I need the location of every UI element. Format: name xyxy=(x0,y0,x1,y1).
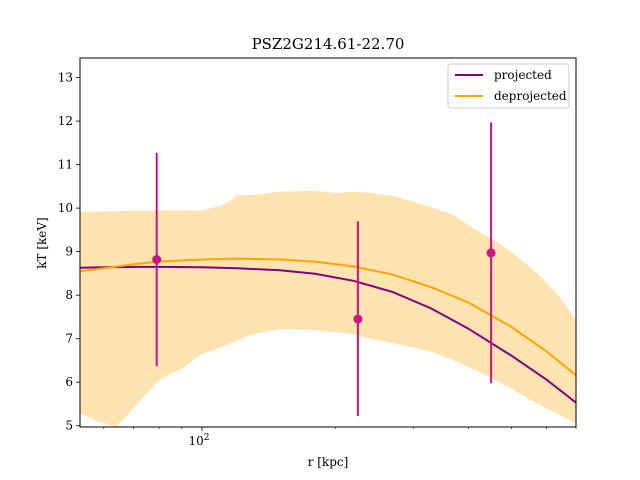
y-tick-label: 13 xyxy=(58,71,73,85)
y-tick-label: 7 xyxy=(65,332,73,346)
data-point xyxy=(152,255,162,264)
deprojected-series-line xyxy=(80,257,576,376)
y-tick-label: 6 xyxy=(65,375,73,389)
y-tick-label: 9 xyxy=(65,245,73,259)
axes-frame xyxy=(79,57,577,428)
y-tick-label: 12 xyxy=(58,114,73,128)
y-tick-label: 5 xyxy=(65,419,73,433)
x-axis-label: r [kpc] xyxy=(308,455,349,469)
data-point xyxy=(353,314,363,324)
legend: projected deprojected xyxy=(447,63,570,109)
projected-series-line xyxy=(80,265,576,404)
deprojected-confidence-band xyxy=(80,190,576,427)
legend-label-projected: projected xyxy=(494,68,552,82)
plot-area xyxy=(80,122,576,427)
y-tick-label: 8 xyxy=(65,288,73,302)
legend-label-deprojected: deprojected xyxy=(494,89,567,103)
y-axis-label: kT [keV] xyxy=(35,217,49,269)
y-tick-label: 10 xyxy=(58,201,73,215)
data-point xyxy=(486,248,496,258)
chart-title: PSZ2G214.61-22.70 xyxy=(252,35,405,53)
y-tick-label: 11 xyxy=(58,158,73,172)
data-points xyxy=(152,122,496,417)
